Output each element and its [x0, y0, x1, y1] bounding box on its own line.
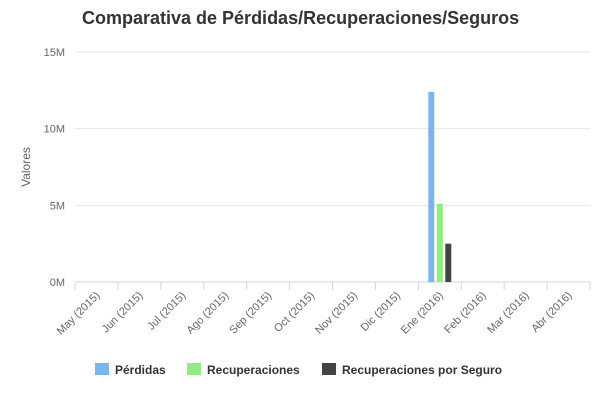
- chart-title: Comparativa de Pérdidas/Recuperaciones/S…: [82, 8, 519, 28]
- y-tick-label: 0M: [50, 277, 65, 289]
- x-tick-label: Ene (2016): [399, 290, 446, 337]
- y-tick-label: 15M: [44, 47, 65, 59]
- bar-recuperaciones: [436, 203, 443, 282]
- legend-item: Recuperaciones: [207, 363, 300, 377]
- legend-item: Pérdidas: [115, 363, 166, 377]
- x-tick-label: Dic (2015): [359, 290, 403, 334]
- legend-item: Recuperaciones por Seguro: [342, 363, 502, 377]
- x-tick-label: May (2015): [55, 290, 103, 338]
- x-tick-label: Jun (2015): [100, 290, 146, 336]
- x-tick-label: Nov (2015): [313, 290, 360, 337]
- legend-swatch: [187, 363, 201, 375]
- bar-pérdidas: [428, 91, 435, 282]
- y-tick-label: 5M: [50, 200, 65, 212]
- x-tick-label: Mar (2016): [485, 290, 532, 337]
- x-tick-label: Sep (2015): [227, 290, 274, 337]
- x-tick-label: Ago (2015): [184, 290, 231, 337]
- x-tick-label: Oct (2015): [272, 290, 317, 335]
- y-tick-label: 10M: [44, 124, 65, 136]
- bar-recuperaciones-por-seguro: [445, 243, 452, 282]
- legend-swatch: [95, 363, 109, 375]
- legend-swatch: [322, 363, 336, 375]
- y-axis-label: Valores: [19, 147, 33, 187]
- x-tick-label: Jul (2015): [145, 290, 188, 333]
- x-tick-label: Feb (2016): [442, 290, 489, 337]
- x-tick-label: Abr (2016): [529, 290, 574, 335]
